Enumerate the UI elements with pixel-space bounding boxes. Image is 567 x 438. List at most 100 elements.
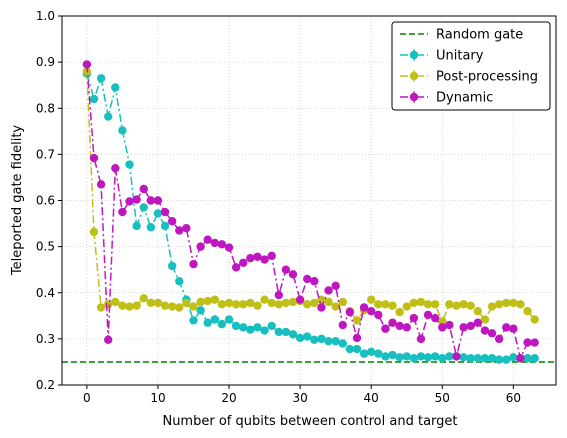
post-processing-point: [381, 300, 390, 309]
unitary-line: [86, 73, 535, 361]
dynamic-point: [246, 253, 255, 263]
post-processing-point: [402, 302, 411, 311]
post-processing-point: [132, 301, 141, 310]
unitary-point: [118, 126, 127, 135]
unitary-point: [267, 321, 276, 331]
legend: Random gate Unitary Post-processing Dynamic: [391, 21, 551, 111]
post-processing-point: [502, 298, 511, 308]
unitary-point: [473, 354, 483, 363]
dynamic-point: [487, 329, 497, 338]
dynamic-point: [182, 223, 191, 233]
unitary-point: [445, 352, 454, 361]
unitary-point: [96, 74, 106, 83]
post-processing-point: [352, 316, 362, 325]
dynamic-point: [267, 251, 276, 261]
post-processing-point: [111, 297, 120, 307]
dynamic-point: [331, 281, 340, 291]
unitary-point: [423, 353, 433, 362]
dynamic-point: [146, 196, 156, 205]
legend-label-unitary: Unitary: [436, 49, 484, 64]
dynamic-point: [409, 313, 419, 323]
dynamic-point: [430, 313, 440, 323]
post-processing-point: [104, 300, 113, 309]
dynamic-point: [388, 318, 397, 327]
dynamic-point: [402, 323, 411, 332]
post-processing-point: [196, 297, 205, 307]
y-tick-label: 1.0: [36, 9, 55, 23]
unitary-point: [146, 223, 156, 232]
dynamic-point: [167, 217, 177, 226]
unitary-point: [210, 315, 220, 324]
post-processing-point: [480, 315, 490, 324]
legend-label-dynamic: Dynamic: [436, 91, 493, 106]
legend-label-random-gate: Random gate: [436, 28, 523, 43]
dynamic-point: [345, 307, 355, 317]
unitary-point: [111, 83, 120, 92]
post-processing-point: [281, 298, 291, 308]
unitary-point: [167, 261, 177, 271]
post-processing-point: [509, 298, 518, 308]
dynamic-point: [210, 238, 220, 248]
unitary-point: [89, 94, 99, 104]
unitary-point: [217, 319, 227, 329]
post-processing-point: [516, 300, 525, 309]
post-processing-point: [125, 302, 134, 311]
dynamic-point: [359, 303, 369, 312]
unitary-point: [295, 333, 305, 343]
unitary-point: [253, 323, 262, 332]
dynamic-point: [516, 354, 525, 363]
dynamic-point: [224, 243, 234, 252]
unitary-point: [153, 209, 163, 218]
dynamic-point: [366, 307, 376, 316]
unitary-point: [409, 354, 419, 363]
y-tick-label: 0.3: [36, 332, 55, 346]
post-processing-point: [175, 303, 184, 312]
unitary-point: [324, 336, 333, 346]
legend-label-post-processing: Post-processing: [436, 70, 538, 85]
post-processing-point: [217, 300, 227, 309]
unitary-point: [239, 323, 248, 332]
dynamic-point: [310, 277, 319, 286]
unitary-point: [523, 354, 532, 363]
post-processing-point: [388, 301, 397, 310]
unitary-point: [480, 354, 490, 363]
post-processing-point: [246, 298, 255, 308]
y-axis-label: Teleported gate fidelity: [10, 125, 25, 277]
y-tick-label: 0.7: [36, 147, 55, 161]
unitary-point: [395, 353, 404, 362]
unitary-point: [260, 326, 269, 335]
dynamic-point: [288, 270, 298, 279]
dynamic-point: [189, 259, 198, 269]
dynamic-point: [125, 197, 134, 206]
unitary-point: [509, 353, 518, 362]
post-processing-point: [395, 307, 404, 317]
dynamic-point: [139, 184, 148, 194]
dynamic-point: [104, 335, 113, 344]
post-processing-point: [118, 301, 127, 310]
y-tick-label: 0.8: [36, 101, 55, 115]
unitary-point: [466, 354, 475, 363]
post-processing-point: [473, 307, 483, 316]
unitary-point: [438, 354, 447, 363]
dynamic-point: [317, 303, 326, 312]
unitary-point: [374, 349, 383, 358]
x-tick-label: 20: [221, 391, 236, 405]
post-processing-point: [139, 294, 148, 303]
dynamic-point: [438, 323, 447, 332]
dynamic-point: [374, 310, 383, 320]
unitary-point: [381, 352, 390, 361]
dynamic-point: [132, 195, 141, 204]
post-processing-point: [423, 300, 433, 309]
unitary-point: [352, 344, 362, 354]
post-processing-point: [89, 227, 99, 237]
post-processing-point: [416, 297, 426, 307]
dynamic-point: [338, 320, 347, 330]
dynamic-point: [352, 333, 362, 343]
dynamic-point: [395, 321, 404, 331]
post-processing-point: [146, 298, 156, 308]
legend-box: [391, 21, 551, 111]
unitary-point: [246, 325, 255, 334]
x-tick-label: 30: [292, 391, 307, 405]
dynamic-point: [281, 265, 291, 274]
